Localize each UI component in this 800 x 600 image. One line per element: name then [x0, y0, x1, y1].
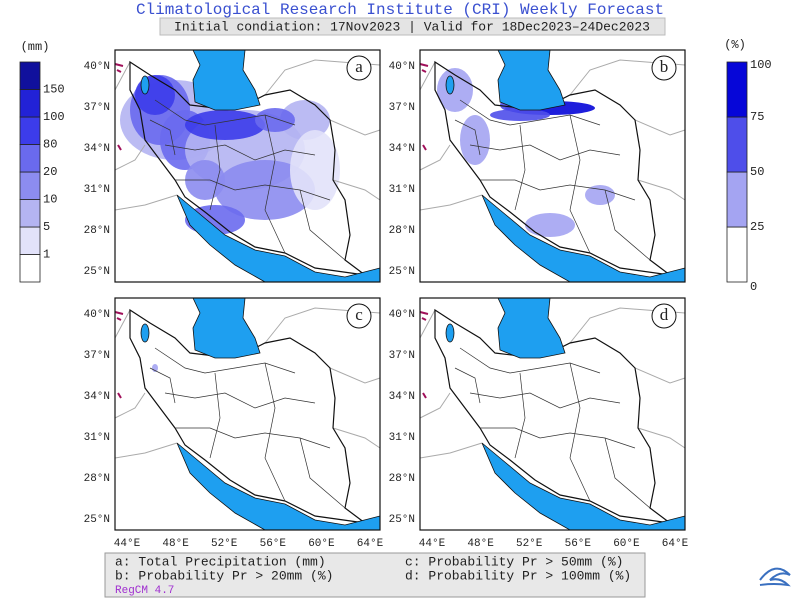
colorbar-segment	[726, 61, 748, 118]
colorbar-label: 10	[43, 193, 57, 207]
legend-item: d: Probability Pr > 100mm (%)	[405, 568, 631, 583]
colorbar-segment	[726, 226, 748, 283]
lat-label: 31°N	[389, 184, 415, 196]
colorbar-label: 5	[43, 220, 50, 234]
colorbar-label: 1	[43, 248, 50, 262]
lon-label: 64°E	[662, 538, 689, 550]
precip-area	[215, 160, 315, 220]
panel-letter: c	[355, 305, 363, 324]
colorbar-label: 150	[43, 83, 65, 97]
colorbar-segment	[19, 116, 41, 145]
lat-label: 40°N	[84, 309, 110, 321]
lat-label: 31°N	[84, 184, 110, 196]
precip-area	[290, 130, 340, 210]
precip-area	[437, 68, 473, 112]
lat-label: 40°N	[389, 309, 415, 321]
lon-label: 52°E	[516, 538, 543, 550]
lat-label: 34°N	[84, 391, 110, 403]
precip-area	[255, 108, 295, 132]
colorbar-segment	[19, 254, 41, 283]
colorbar-label: 0	[750, 280, 757, 294]
panel-letter-bg	[651, 55, 677, 81]
lat-label: 25°N	[84, 514, 110, 526]
lat-label: 31°N	[389, 432, 415, 444]
lat-label: 25°N	[389, 514, 415, 526]
lon-label: 48°E	[467, 538, 494, 550]
panel-letter: d	[660, 305, 669, 324]
panel-letter: b	[660, 57, 669, 76]
colorbar-label: 25	[750, 220, 764, 234]
colorbar-segment	[726, 116, 748, 173]
colorbar-label: 20	[43, 165, 57, 179]
map-panel: a	[114, 49, 381, 283]
legend-box	[104, 552, 646, 598]
lat-label: 37°N	[84, 102, 110, 114]
panel-letter: a	[355, 57, 363, 76]
title: Climatological Research Institute (CRI) …	[136, 1, 664, 19]
lon-label: 64°E	[357, 538, 384, 550]
subtitle: Initial condiation: 17Nov2023 | Valid fo…	[174, 19, 650, 34]
panel-letter-bg	[346, 303, 372, 329]
panel-letter-bg	[651, 303, 677, 329]
lon-label: 56°E	[260, 538, 287, 550]
colorbar-label: 50	[750, 165, 764, 179]
panel-letter-bg	[346, 55, 372, 81]
model-label: RegCM 4.7	[115, 585, 174, 597]
lat-label: 28°N	[389, 225, 415, 237]
lon-label: 56°E	[565, 538, 592, 550]
lat-label: 28°N	[84, 473, 110, 485]
legend-item: a: Total Precipitation (mm)	[115, 554, 326, 569]
colorbar-segment	[19, 171, 41, 200]
colorbar-segment	[19, 89, 41, 118]
colorbar-segment	[19, 199, 41, 228]
lat-label: 34°N	[389, 391, 415, 403]
panel-frame	[419, 297, 686, 531]
precip-area	[460, 115, 490, 165]
colorbar-unit: (mm)	[21, 40, 50, 54]
colorbar-segment	[19, 226, 41, 255]
map-panel: b	[419, 49, 686, 283]
map-panel: d	[419, 297, 686, 531]
lon-label: 44°E	[114, 538, 141, 550]
lat-label: 34°N	[389, 143, 415, 155]
precip-area	[280, 100, 330, 140]
colorbar-segment	[19, 61, 41, 90]
colorbar-segment	[726, 171, 748, 228]
panel-frame	[114, 297, 381, 531]
lat-label: 31°N	[84, 432, 110, 444]
colorbar-label: 80	[43, 138, 57, 152]
lon-label: 60°E	[613, 538, 640, 550]
colorbar-unit: (%)	[724, 38, 746, 52]
lon-label: 60°E	[308, 538, 335, 550]
subtitle-box	[159, 17, 666, 36]
precip-area	[185, 110, 265, 140]
lat-label: 40°N	[84, 61, 110, 73]
legend-item: c: Probability Pr > 50mm (%)	[405, 554, 623, 569]
lat-label: 25°N	[84, 266, 110, 278]
lat-label: 28°N	[84, 225, 110, 237]
logo	[759, 567, 791, 587]
lon-label: 48°E	[162, 538, 189, 550]
lat-label: 37°N	[84, 350, 110, 362]
lat-label: 37°N	[389, 102, 415, 114]
colorbar-segment	[19, 144, 41, 173]
colorbar-label: 100	[43, 110, 65, 124]
map-panel: c	[114, 297, 381, 531]
panel-frame	[114, 49, 381, 283]
lon-label: 44°E	[419, 538, 446, 550]
lat-label: 40°N	[389, 61, 415, 73]
colorbar-label: 75	[750, 110, 764, 124]
lat-label: 34°N	[84, 143, 110, 155]
precip-area	[490, 109, 550, 121]
panel-frame	[419, 49, 686, 283]
lat-label: 37°N	[389, 350, 415, 362]
lat-label: 25°N	[389, 266, 415, 278]
lon-label: 52°E	[211, 538, 238, 550]
lat-label: 28°N	[389, 473, 415, 485]
precip-area	[525, 213, 575, 237]
legend-item: b: Probability Pr > 20mm (%)	[115, 568, 333, 583]
colorbar-label: 100	[750, 58, 772, 72]
